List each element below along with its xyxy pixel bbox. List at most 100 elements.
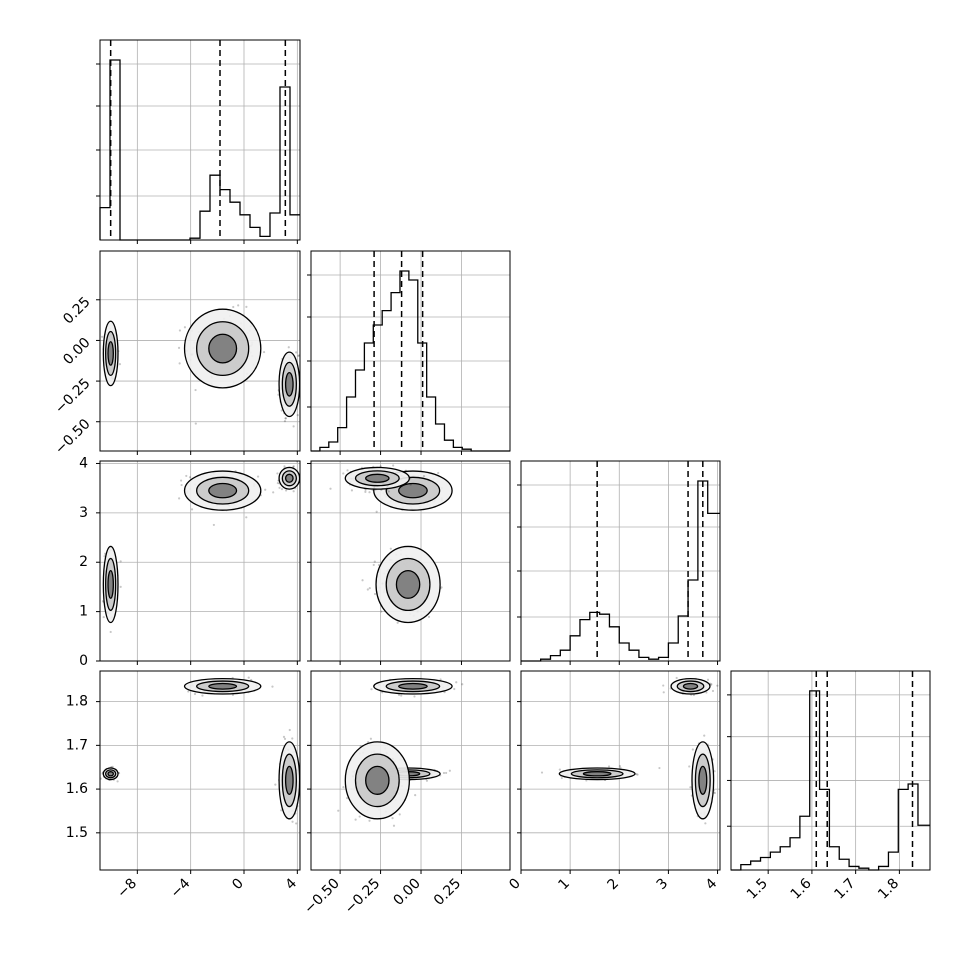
sample-point bbox=[354, 818, 357, 821]
sample-point bbox=[212, 523, 215, 527]
sample-point bbox=[116, 780, 119, 783]
sample-point bbox=[245, 516, 248, 519]
sample-point bbox=[369, 737, 373, 740]
sample-point bbox=[295, 351, 298, 354]
sample-point bbox=[271, 685, 274, 688]
sample-point bbox=[119, 585, 122, 588]
sample-point bbox=[109, 630, 112, 634]
sample-point bbox=[688, 765, 691, 768]
sample-point bbox=[285, 489, 288, 492]
sample-point bbox=[291, 737, 294, 740]
density-contour bbox=[107, 341, 114, 366]
panel-frame bbox=[730, 670, 931, 871]
sample-point bbox=[375, 510, 378, 513]
sample-point bbox=[373, 560, 376, 563]
panels-layer bbox=[96, 39, 931, 874]
sample-point bbox=[706, 678, 710, 681]
sample-point bbox=[283, 465, 286, 468]
sample-point bbox=[635, 772, 638, 776]
sample-point bbox=[704, 822, 707, 825]
sample-point bbox=[262, 350, 266, 354]
sample-point bbox=[691, 748, 694, 751]
y-tick-label: 3 bbox=[79, 505, 88, 521]
sample-point bbox=[662, 684, 665, 687]
sample-point bbox=[278, 486, 281, 489]
x-tick-label: −4 bbox=[168, 875, 194, 901]
sample-point bbox=[705, 691, 708, 694]
sample-point bbox=[439, 678, 442, 681]
sample-point bbox=[346, 469, 349, 472]
panel-frame bbox=[99, 250, 301, 452]
density-contour bbox=[284, 765, 294, 795]
sample-point bbox=[287, 346, 290, 349]
sample-point bbox=[274, 783, 277, 786]
sample-point bbox=[187, 690, 190, 693]
sample-point bbox=[409, 483, 412, 486]
sample-point bbox=[188, 476, 192, 479]
y-tick-label: 4 bbox=[79, 455, 88, 471]
sample-point bbox=[179, 479, 183, 482]
density-contour bbox=[284, 473, 294, 483]
sample-point bbox=[368, 587, 371, 590]
sample-point bbox=[453, 687, 456, 691]
sample-point bbox=[282, 735, 286, 738]
sample-point bbox=[247, 676, 250, 679]
y-tick-label: 1.7 bbox=[66, 737, 88, 753]
sample-point bbox=[373, 592, 377, 596]
sample-point bbox=[102, 615, 105, 619]
sample-point bbox=[291, 820, 294, 823]
panel-frame bbox=[99, 460, 301, 662]
density-contour bbox=[365, 473, 390, 483]
x-tick-label: −0.25 bbox=[342, 876, 384, 918]
sample-point bbox=[368, 491, 371, 494]
y-tick-label: 1.8 bbox=[66, 694, 88, 710]
sample-point bbox=[404, 469, 408, 472]
x-tick-label: 4 bbox=[283, 875, 301, 893]
density-contour bbox=[208, 682, 238, 690]
sample-point bbox=[400, 694, 403, 697]
sample-point bbox=[658, 766, 661, 770]
scatter-panel bbox=[101, 461, 300, 634]
sample-point bbox=[389, 547, 392, 550]
sample-point bbox=[342, 472, 345, 475]
sample-point bbox=[445, 771, 448, 775]
sample-point bbox=[276, 472, 279, 475]
y-tick-label: 0.00 bbox=[60, 335, 93, 368]
x-tick-label: 1.6 bbox=[788, 875, 815, 902]
panel-frame bbox=[520, 460, 721, 662]
sample-point bbox=[425, 779, 429, 782]
sample-point bbox=[716, 684, 719, 687]
x-tick-label: 1.5 bbox=[744, 876, 771, 903]
sample-point bbox=[283, 737, 287, 741]
sample-point bbox=[300, 780, 302, 782]
sample-point bbox=[358, 815, 361, 818]
sample-point bbox=[280, 409, 283, 412]
sample-point bbox=[119, 560, 122, 563]
sample-point bbox=[201, 694, 204, 697]
sample-point bbox=[185, 474, 188, 478]
histogram bbox=[731, 690, 930, 871]
sample-point bbox=[560, 776, 563, 780]
sample-point bbox=[391, 817, 394, 820]
sample-point bbox=[292, 465, 295, 468]
panel-frame bbox=[310, 460, 511, 662]
sample-point bbox=[276, 481, 279, 485]
x-tick-label: 1.7 bbox=[831, 876, 858, 903]
sample-point bbox=[455, 681, 458, 684]
x-tick-label: 0 bbox=[506, 876, 524, 894]
sample-point bbox=[372, 563, 375, 567]
sample-point bbox=[364, 488, 367, 491]
scatter-panel bbox=[540, 676, 719, 825]
x-tick-label: 4 bbox=[703, 875, 721, 893]
y-tick-label: 1.5 bbox=[66, 825, 88, 841]
sample-point bbox=[392, 824, 396, 827]
sample-point bbox=[350, 489, 354, 492]
y-tick-label: 0 bbox=[79, 653, 88, 669]
x-tick-label: −0.50 bbox=[301, 876, 343, 918]
density-contour bbox=[398, 482, 428, 499]
sample-point bbox=[190, 508, 194, 511]
density-contour bbox=[395, 569, 421, 599]
density-contour bbox=[107, 771, 114, 777]
sample-point bbox=[558, 768, 561, 771]
